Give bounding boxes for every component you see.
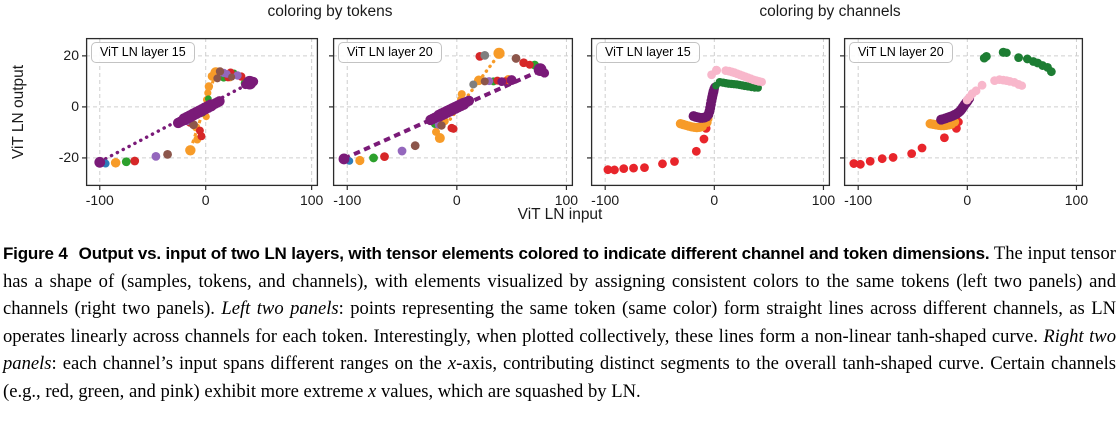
gray-token-dots — [469, 50, 490, 89]
x-tick-label: 0 — [452, 192, 461, 208]
purple-dense-blob-core — [178, 99, 218, 126]
caption-segment: Left two panels — [221, 298, 339, 320]
caption-segment: : each channel’s input spans different r… — [51, 353, 448, 375]
x-tick-label: -100 — [844, 192, 873, 208]
scatter-plot-area — [587, 37, 831, 190]
caption-segment: The input tensor has a shape of (samples… — [3, 243, 1116, 320]
scatter-panel-tokens-layer-15: ViT LN layer 15 -100 0 100 -20 0 20 — [59, 37, 323, 208]
purple-dense-blob-core — [433, 97, 470, 122]
group-title-channels: coloring by channels — [759, 3, 901, 20]
caption-segment: Figure 4 — [3, 244, 68, 263]
scatter-panel-tokens-layer-20: ViT LN layer 20 -100 0 100 — [329, 37, 578, 208]
green-channel-dots — [979, 47, 1056, 77]
x-tick-label: 0 — [963, 192, 972, 208]
x-tick-label: 100 — [554, 192, 579, 208]
purple-token-trendline — [343, 68, 543, 161]
scatter-panel-channels-layer-20: ViT LN layer 20 -100 0 100 — [840, 37, 1088, 208]
caption-segment: : points representing the same token (sa… — [3, 298, 1117, 347]
green-channel-dots — [712, 77, 762, 92]
scatter-panel-channels-layer-15: ViT LN layer 15 -100 0 100 — [587, 37, 835, 208]
purple-channel-dots — [688, 82, 720, 123]
x-tick-label: 0 — [201, 192, 210, 208]
pink-channel-dots — [962, 75, 1027, 105]
caption-segment: -axis, contributing distinct segments to… — [3, 353, 1117, 402]
figure-caption: Figure 4 Output vs. input of two LN layer… — [3, 240, 1116, 406]
caption-segment: values, which are squashed by LN. — [376, 380, 641, 402]
y-tick-label: 20 — [63, 46, 79, 63]
y-tick-label: 0 — [71, 97, 79, 114]
purple-token-dots — [338, 63, 550, 165]
x-tick-label: 100 — [1064, 192, 1089, 208]
y-axis-label: ViT LN output — [10, 64, 27, 160]
caption-segment: Right two panels — [3, 325, 1117, 375]
caption-segment: x — [368, 380, 377, 402]
y-tick-label: -20 — [58, 148, 79, 165]
panel-label-box: ViT LN layer 20 — [338, 42, 442, 63]
x-tick-label: -100 — [85, 192, 114, 208]
scatter-plot-area — [82, 37, 319, 190]
caption-segment: Output vs. input of two LN layers, with … — [78, 244, 990, 263]
group-title-tokens: coloring by tokens — [267, 3, 393, 20]
x-tick-label: -100 — [333, 192, 362, 208]
caption-segment: x — [447, 353, 457, 375]
x-tick-label: 100 — [811, 192, 836, 208]
purple-token-dots — [94, 75, 259, 168]
red-channel-dots — [603, 117, 712, 175]
x-axis-label: ViT LN input — [517, 206, 603, 223]
panel-label-box: ViT LN layer 15 — [91, 42, 195, 63]
panel-label-box: ViT LN layer 20 — [849, 42, 953, 63]
brown-token-dots — [410, 54, 521, 151]
scatter-plot-area — [840, 37, 1084, 190]
x-tick-label: 0 — [710, 192, 719, 208]
brown-token-dots — [163, 67, 236, 159]
panel-label-box: ViT LN layer 15 — [596, 42, 700, 63]
x-tick-label: -100 — [591, 192, 620, 208]
pink-channel-dots — [707, 65, 766, 87]
orange-token-dots — [110, 67, 234, 168]
x-tick-label: 100 — [299, 192, 324, 208]
